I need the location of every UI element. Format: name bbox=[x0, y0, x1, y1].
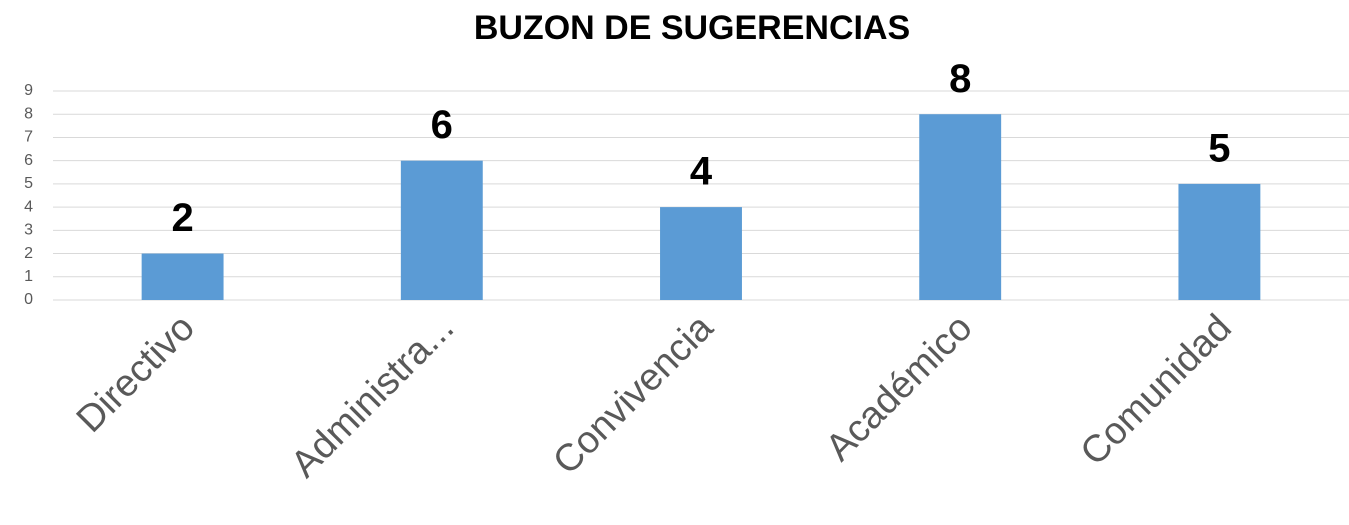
data-label: 5 bbox=[1208, 126, 1230, 170]
y-tick-label: 7 bbox=[24, 129, 33, 146]
y-tick-label: 6 bbox=[24, 152, 33, 169]
y-tick-label: 2 bbox=[24, 245, 33, 262]
x-tick-label: Convivencia bbox=[545, 306, 722, 483]
bar bbox=[660, 207, 742, 300]
data-label: 6 bbox=[431, 103, 453, 147]
bar bbox=[141, 253, 224, 300]
y-tick-label: 3 bbox=[24, 222, 33, 239]
y-tick-label: 1 bbox=[24, 268, 33, 285]
y-tick-label: 9 bbox=[24, 82, 33, 99]
bar bbox=[1178, 183, 1261, 300]
chart-title: BUZON DE SUGERENCIAS bbox=[474, 9, 910, 47]
y-tick-label: 8 bbox=[24, 105, 33, 122]
x-tick-label: Comunidad bbox=[1073, 307, 1240, 474]
x-tick-label: Directivo bbox=[69, 307, 203, 441]
data-label: 8 bbox=[949, 57, 971, 101]
y-tick-label: 5 bbox=[24, 175, 33, 192]
bar bbox=[919, 114, 1002, 300]
data-label: 4 bbox=[690, 150, 713, 194]
x-tick-label: Administra... bbox=[283, 307, 462, 486]
data-label: 2 bbox=[171, 196, 193, 240]
y-tick-label: 4 bbox=[24, 198, 33, 215]
bar bbox=[400, 160, 483, 300]
y-tick-label: 0 bbox=[24, 291, 33, 308]
x-tick-label: Académico bbox=[818, 307, 981, 470]
